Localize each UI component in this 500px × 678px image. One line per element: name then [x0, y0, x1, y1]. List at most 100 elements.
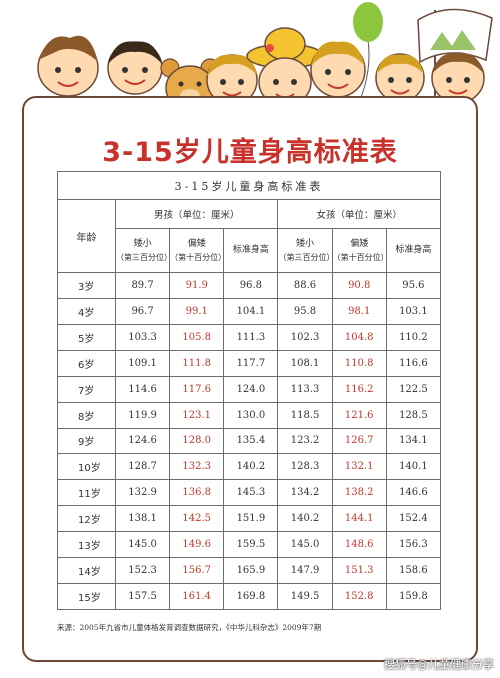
flag-icon	[417, 8, 493, 105]
kid-face-5	[375, 53, 425, 103]
age-cell: 11岁	[57, 479, 116, 507]
table-row: 7岁 114.6 117.6 124.0 113.3 116.2 122.5	[57, 375, 442, 403]
value-cell: 128.3	[277, 453, 333, 481]
girls-header: 女孩（单位：厘米）	[277, 199, 441, 229]
value-cell: 90.8	[331, 272, 387, 299]
value-cell: 156.7	[169, 557, 225, 585]
value-cell: 96.7	[114, 297, 171, 325]
page-title: 3-15岁儿童身高标准表	[102, 137, 398, 168]
value-cell: 149.6	[169, 531, 225, 559]
value-cell: 98.1	[331, 297, 387, 325]
value-cell: 103.1	[385, 297, 442, 325]
value-cell: 105.8	[169, 323, 225, 351]
value-cell: 136.8	[169, 479, 225, 507]
value-cell: 130.0	[223, 401, 279, 429]
kid-face-6	[431, 52, 485, 104]
table-row: 4岁 96.7 99.1 104.1 95.8 98.1 103.1	[57, 297, 442, 325]
table-row: 3岁 89.7 91.9 96.8 88.6 90.8 95.6	[57, 272, 442, 299]
value-cell: 126.7	[331, 427, 387, 455]
age-cell: 4岁	[57, 297, 116, 325]
boys-header: 男孩（单位：厘米）	[114, 199, 279, 229]
age-cell: 7岁	[57, 375, 116, 403]
value-cell: 128.5	[385, 401, 442, 429]
value-cell: 151.3	[331, 557, 387, 585]
value-cell: 159.5	[223, 531, 279, 559]
girls-short-header: 矮小 （第三百分位）	[277, 228, 334, 273]
value-cell: 145.0	[114, 531, 171, 559]
age-cell: 13岁	[57, 531, 116, 559]
age-cell: 9岁	[57, 427, 116, 455]
value-cell: 169.8	[223, 583, 279, 610]
value-cell: 134.2	[277, 479, 333, 507]
table-row: 5岁 103.3 105.8 111.3 102.3 104.8 110.2	[57, 323, 442, 351]
value-cell: 138.1	[114, 505, 171, 533]
value-cell: 128.7	[114, 453, 171, 481]
value-cell: 114.6	[114, 375, 171, 403]
value-cell: 123.1	[169, 401, 225, 429]
age-cell: 5岁	[57, 323, 116, 351]
value-cell: 104.1	[223, 297, 279, 325]
table-row: 14岁 152.3 156.7 165.9 147.9 151.3 158.6	[57, 557, 442, 585]
value-cell: 132.1	[331, 453, 387, 481]
balloon-icon	[353, 2, 383, 101]
value-cell: 152.8	[331, 583, 387, 610]
kid-face-1	[37, 35, 99, 97]
value-cell: 113.3	[277, 375, 333, 403]
value-cell: 158.6	[385, 557, 442, 585]
value-cell: 117.6	[169, 375, 225, 403]
age-cell: 12岁	[57, 505, 116, 533]
table-row: 10岁 128.7 132.3 140.2 128.3 132.1 140.1	[57, 453, 442, 481]
value-cell: 110.2	[385, 323, 442, 351]
value-cell: 151.9	[223, 505, 279, 533]
value-cell: 118.5	[277, 401, 333, 429]
value-cell: 152.4	[385, 505, 442, 533]
table-row: 6岁 109.1 111.8 117.7 108.1 110.8 116.6	[57, 349, 442, 377]
kid-face-2	[107, 41, 163, 95]
value-cell: 116.6	[385, 349, 442, 377]
age-cell: 8岁	[57, 401, 116, 429]
kid-face-4	[310, 41, 366, 98]
value-cell: 108.1	[277, 349, 333, 377]
value-cell: 140.2	[223, 453, 279, 481]
girls-standard-header: 标准身高	[385, 228, 442, 273]
value-cell: 109.1	[114, 349, 171, 377]
age-cell: 10岁	[57, 453, 116, 481]
value-cell: 149.5	[277, 583, 333, 610]
value-cell: 138.2	[331, 479, 387, 507]
value-cell: 111.3	[223, 323, 279, 351]
table-row: 12岁 138.1 142.5 151.9 140.2 144.1 152.4	[57, 505, 442, 533]
value-cell: 134.1	[385, 427, 442, 455]
value-cell: 159.8	[385, 583, 442, 610]
girls-below-header: 偏矮 （第十百分位）	[331, 228, 389, 273]
value-cell: 117.7	[223, 349, 279, 377]
value-cell: 123.2	[277, 427, 333, 455]
table-row: 15岁 157.5 161.4 169.8 149.5 152.8 159.8	[57, 583, 442, 610]
value-cell: 165.9	[223, 557, 279, 585]
boys-standard-header: 标准身高	[223, 228, 279, 273]
kid-face-sunhat	[246, 27, 324, 107]
boys-short-header: 矮小 （第三百分位）	[114, 228, 172, 273]
table-row: 13岁 145.0 149.6 159.5 145.0 148.6 156.3	[57, 531, 442, 559]
table-row: 8岁 119.9 123.1 130.0 118.5 121.6 128.5	[57, 401, 442, 429]
value-cell: 142.5	[169, 505, 225, 533]
value-cell: 157.5	[114, 583, 171, 610]
table-caption: 3-15岁儿童身高标准表	[57, 171, 441, 200]
value-cell: 148.6	[331, 531, 387, 559]
value-cell: 145.3	[223, 479, 279, 507]
value-cell: 95.6	[385, 272, 442, 299]
value-cell: 111.8	[169, 349, 225, 377]
value-cell: 122.5	[385, 375, 442, 403]
value-cell: 146.6	[385, 479, 442, 507]
value-cell: 99.1	[169, 297, 225, 325]
watermark: 搜狐号@儿童健康分享	[384, 658, 494, 671]
value-cell: 156.3	[385, 531, 442, 559]
table-body: 3岁 89.7 91.9 96.8 88.6 90.8 95.6 4岁 96.7 99.1 104.…	[57, 272, 442, 610]
value-cell: 132.9	[114, 479, 171, 507]
value-cell: 135.4	[223, 427, 279, 455]
height-table: 3-15岁儿童身高标准表 年龄 男孩（单位：厘米） 女孩（单位：厘米） 矮小 （第…	[57, 171, 442, 610]
table-row: 9岁 124.6 128.0 135.4 123.2 126.7 134.1	[57, 427, 442, 455]
value-cell: 121.6	[331, 401, 387, 429]
value-cell: 102.3	[277, 323, 333, 351]
age-cell: 3岁	[57, 272, 116, 299]
value-cell: 124.6	[114, 427, 171, 455]
